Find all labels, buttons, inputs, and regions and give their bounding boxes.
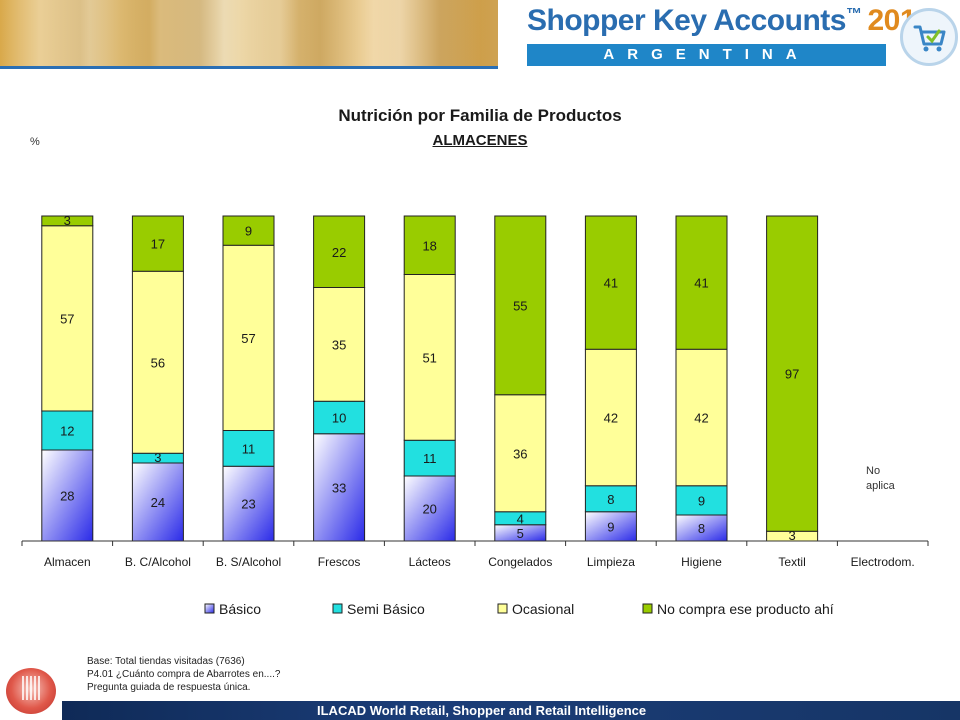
data-label: 9 [245,224,252,239]
bar-segment [222,244,275,431]
x-tick-label: Frescos [318,555,361,569]
bar-segment [131,462,184,542]
data-label: 42 [604,411,618,426]
country-bar: ARGENTINA [527,44,886,66]
data-label: 33 [332,480,346,495]
data-label: 97 [785,367,799,382]
data-label: 3 [64,213,71,228]
bar-segment [766,215,819,532]
x-tick-label: Congelados [488,555,552,569]
question-note: P4.01 ¿Cuánto compra de Abarrotes en....… [87,669,281,680]
footer-text: ILACAD World Retail, Shopper and Retail … [317,703,647,718]
data-label: 28 [60,489,74,504]
legend-swatch [642,603,653,614]
x-tick-label: Lácteos [409,555,451,569]
bar-segment [41,410,94,451]
header-photo-banner [0,0,498,66]
x-tick-label: Electrodom. [851,555,915,569]
data-label: 56 [151,355,165,370]
data-label: 9 [607,519,614,534]
bar-segment [41,225,94,412]
data-label: 9 [698,493,705,508]
base-note: Base: Total tiendas visitadas (7636) [87,656,245,667]
bar-segment [131,215,184,272]
bar-segment [313,287,366,402]
data-label: 20 [422,502,436,517]
data-label: 23 [241,497,255,512]
bar-segment [584,485,637,513]
bar-segment [675,485,728,516]
no-aplica-line1: No [866,465,881,477]
data-label: 5 [517,526,524,541]
bar-segment [494,394,547,513]
data-label: 11 [423,451,437,466]
data-label: 22 [332,245,346,260]
chart-title: Nutrición por Familia de Productos [338,106,622,125]
bar-segment [584,348,637,487]
legend-label: Ocasional [512,601,574,617]
x-tick-label: Limpieza [587,555,635,569]
no-aplica-line2: aplica [866,480,895,492]
data-label: 10 [332,411,346,426]
bar-segment [494,215,547,396]
chart-subtitle: ALMACENES [432,132,528,149]
bar-segment [403,439,456,477]
data-label: 3 [788,528,795,543]
bar-segment [403,215,456,275]
bar-segment [41,215,94,227]
data-label: 12 [60,424,74,439]
data-label: 36 [513,446,527,461]
x-tick-label: Higiene [681,555,722,569]
y-axis-unit: % [30,136,40,148]
data-label: 8 [698,521,705,536]
bar-segment [584,215,637,350]
legend-label: Básico [219,601,261,617]
data-label: 17 [151,237,165,252]
bar-segment [222,430,275,467]
x-tick-label: Almacen [44,555,91,569]
x-tick-label: Textil [778,555,805,569]
bar-segment [675,348,728,487]
data-label: 35 [332,337,346,352]
data-label: 11 [242,441,256,456]
bar-segment [675,215,728,350]
data-label: 3 [154,450,161,465]
data-label: 41 [604,276,618,291]
legend-swatch [497,603,508,614]
x-tick-label: B. S/Alcohol [216,555,281,569]
instruction-note: Pregunta guiada de respuesta única. [87,682,251,693]
bar-segment [222,215,275,246]
x-tick-label: B. C/Alcohol [125,555,191,569]
legend-swatch [204,603,215,614]
data-label: 24 [151,495,165,510]
footer-bar: ILACAD World Retail, Shopper and Retail … [62,701,960,720]
bar-segment [131,270,184,454]
bar-segment [403,274,456,441]
ilacad-seal-logo [6,668,56,714]
shopping-cart-icon [900,8,958,66]
header: Shopper Key Accounts™ 2013 ARGENTINA [0,0,960,82]
data-label: 41 [694,276,708,291]
data-label: 57 [60,311,74,326]
data-label: 55 [513,298,527,313]
footnotes: Base: Total tiendas visitadas (7636) P4.… [87,655,280,694]
data-label: 51 [422,350,436,365]
bar-segment [313,433,366,542]
stacked-bar-chart: 28 12 57 3 24 3 56 17 23 11 57 9 33 10 35 22 20 11 51 18 54 3… [21,213,929,617]
brand-tm: ™ [845,6,862,23]
header-divider [0,66,498,69]
no-aplica-annotation: No aplica [866,464,916,494]
bar-segment [313,215,366,288]
data-label: 42 [694,411,708,426]
data-label: 18 [422,238,436,253]
legend-label: No compra ese producto ahí [657,601,834,617]
data-label: 57 [241,331,255,346]
bar-segment [222,465,275,542]
data-label: 4 [517,511,524,526]
brand-name: Shopper Key Accounts [527,4,846,37]
legend-label: Semi Básico [347,601,425,617]
data-label: 8 [607,492,614,507]
legend-swatch [332,603,343,614]
